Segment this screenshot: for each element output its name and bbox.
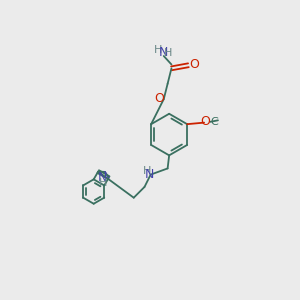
Text: H: H xyxy=(98,178,107,188)
Text: O: O xyxy=(201,116,211,128)
Text: H: H xyxy=(142,166,151,176)
Text: H: H xyxy=(153,45,162,55)
Text: N: N xyxy=(145,168,154,181)
Text: N: N xyxy=(98,171,107,184)
Text: O: O xyxy=(154,92,164,105)
Text: O: O xyxy=(190,58,200,71)
Text: N: N xyxy=(158,46,168,59)
Text: C: C xyxy=(210,117,218,127)
Text: H: H xyxy=(164,48,172,58)
